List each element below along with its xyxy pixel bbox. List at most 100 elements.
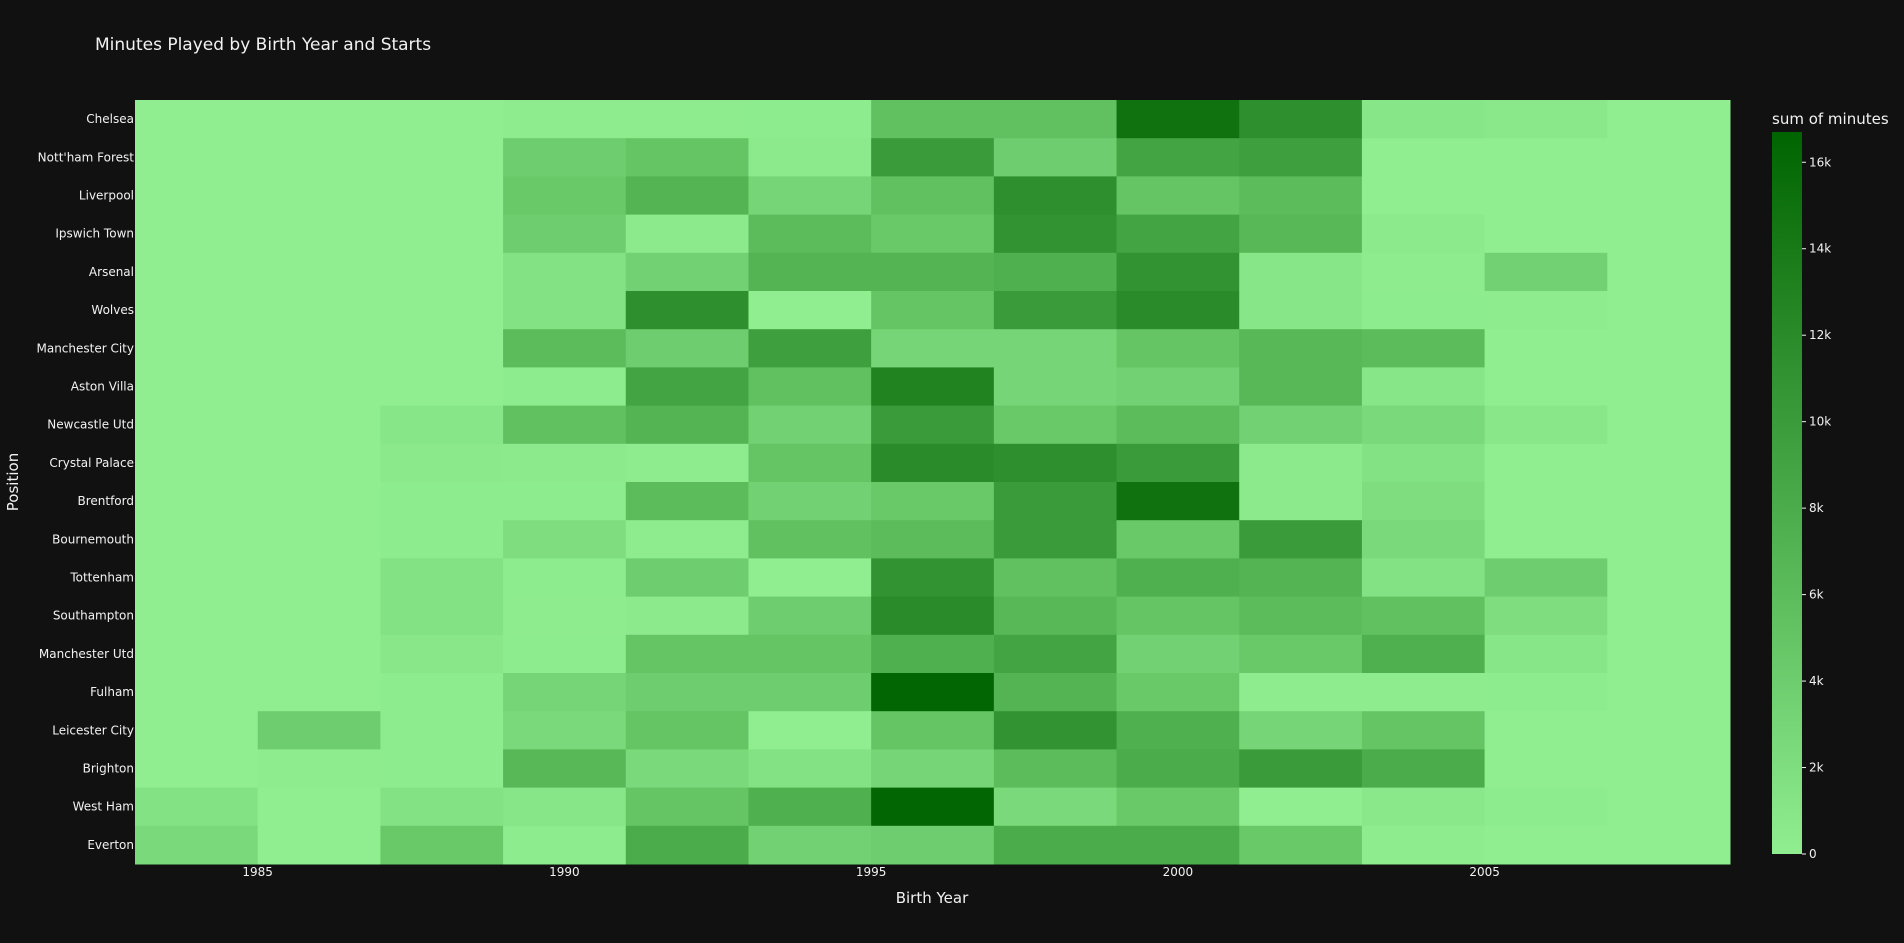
heatmap-cell <box>993 596 1118 636</box>
heatmap-cell <box>380 443 504 483</box>
heatmap-cell <box>625 787 749 827</box>
colorbar-tick-label: 16k <box>1809 155 1831 169</box>
heatmap-cell <box>1607 711 1731 750</box>
y-tick-label: Brighton <box>83 762 134 776</box>
heatmap-cell <box>380 634 504 674</box>
heatmap-cell <box>993 367 1118 407</box>
heatmap-cell <box>380 825 504 865</box>
heatmap-cell <box>871 252 995 292</box>
heatmap-cell <box>993 787 1118 827</box>
heatmap-cell <box>871 329 995 368</box>
heatmap-cell <box>748 443 872 483</box>
heatmap-cell <box>1607 482 1731 521</box>
heatmap-cell <box>380 367 504 407</box>
heatmap-cell <box>257 673 381 712</box>
heatmap-cell <box>1239 634 1363 674</box>
heatmap-cell <box>380 711 504 750</box>
heatmap-cell <box>503 749 627 789</box>
heatmap-cell <box>257 176 381 216</box>
heatmap-cell <box>871 673 995 712</box>
heatmap-cell <box>1239 291 1363 330</box>
heatmap-cell <box>503 367 627 407</box>
y-tick-label: Everton <box>87 838 134 852</box>
heatmap-cell <box>1484 176 1608 216</box>
heatmap-cell <box>993 749 1118 789</box>
heatmap-cell <box>993 176 1118 216</box>
y-tick-label: Aston Villa <box>71 380 134 394</box>
heatmap-cell <box>625 100 749 139</box>
heatmap-cell <box>135 596 259 636</box>
heatmap-cell <box>993 252 1118 292</box>
y-tick-label: Ipswich Town <box>55 227 134 241</box>
y-tick-label: Manchester Utd <box>39 647 134 661</box>
chart-title: Minutes Played by Birth Year and Starts <box>95 35 431 55</box>
heatmap-cell <box>748 329 872 368</box>
heatmap-cell <box>1484 749 1608 789</box>
x-tick-label: 1985 <box>242 865 273 879</box>
y-tick-label: Bournemouth <box>52 532 134 546</box>
heatmap-cell <box>1607 673 1731 712</box>
colorbar-tick-label: 10k <box>1809 415 1831 429</box>
heatmap-cell <box>625 596 749 636</box>
heatmap-cell <box>380 329 504 368</box>
heatmap-cell <box>625 329 749 368</box>
colorbar-tick-label: 14k <box>1809 242 1831 256</box>
heatmap-cell <box>871 100 995 139</box>
heatmap-cell <box>1484 329 1608 368</box>
y-tick-label: Fulham <box>90 685 134 699</box>
heatmap-cell <box>871 214 995 254</box>
heatmap-cell <box>1361 673 1486 712</box>
heatmap-cell <box>380 787 504 827</box>
heatmap-cell <box>503 634 627 674</box>
heatmap-cell <box>625 520 749 559</box>
heatmap-cell <box>748 100 872 139</box>
x-axis-title: Birth Year <box>896 889 969 907</box>
heatmap-cell <box>748 596 872 636</box>
colorbar-ticks: 0 2k 4k 6k 8k 10k 12k 14k 16k <box>1802 155 1831 861</box>
heatmap-cell <box>871 482 995 521</box>
heatmap-cell <box>1484 214 1608 254</box>
heatmap-cell <box>1361 711 1486 750</box>
heatmap-cell <box>1116 100 1240 139</box>
x-tick-label: 1995 <box>856 865 887 879</box>
heatmap-cell <box>257 520 381 559</box>
heatmap-cell <box>135 634 259 674</box>
heatmap-cell <box>1361 291 1486 330</box>
heatmap-cell <box>625 367 749 407</box>
colorbar-tick-label: 0 <box>1809 847 1817 861</box>
heatmap-cell <box>380 176 504 216</box>
plot-area <box>135 100 1731 865</box>
heatmap-cell <box>993 825 1118 865</box>
heatmap-cell <box>135 482 259 521</box>
y-axis-title: Position <box>4 453 22 511</box>
heatmap-cell <box>257 329 381 368</box>
heatmap-cell <box>1116 443 1240 483</box>
heatmap-cell <box>1484 100 1608 139</box>
heatmap-cell <box>1116 329 1240 368</box>
heatmap-cell <box>503 825 627 865</box>
heatmap-cell <box>1361 634 1486 674</box>
heatmap-cell <box>871 176 995 216</box>
heatmap-cell <box>257 405 381 445</box>
heatmap-cell <box>1484 252 1608 292</box>
heatmap-cell <box>748 558 872 598</box>
heatmap-cell <box>1116 787 1240 827</box>
heatmap-cell <box>1239 749 1363 789</box>
heatmap-cell <box>748 291 872 330</box>
heatmap-cell <box>1361 367 1486 407</box>
heatmap-cell <box>257 482 381 521</box>
heatmap-cell <box>1239 558 1363 598</box>
heatmap-cell <box>871 787 995 827</box>
colorbar-tick-label: 6k <box>1809 588 1824 602</box>
heatmap-cell <box>1607 176 1731 216</box>
heatmap-cell <box>1484 596 1608 636</box>
heatmap-cell <box>1116 405 1240 445</box>
heatmap-cell <box>1116 825 1240 865</box>
heatmap-cell <box>1607 405 1731 445</box>
heatmap-cell <box>748 673 872 712</box>
heatmap-cell <box>380 673 504 712</box>
heatmap-cell <box>1116 482 1240 521</box>
heatmap-cell <box>625 176 749 216</box>
heatmap-cell <box>503 596 627 636</box>
